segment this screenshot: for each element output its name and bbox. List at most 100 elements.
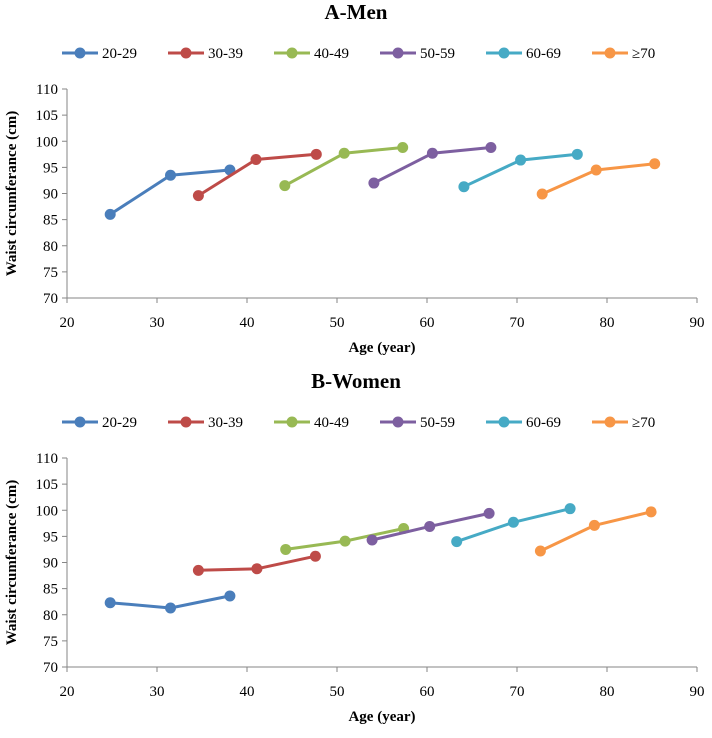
x-tick-label: 40	[240, 315, 255, 331]
data-point	[104, 208, 116, 220]
y-tick-label: 90	[43, 187, 58, 203]
y-tick-label: 105	[36, 477, 59, 493]
y-tick-label: 90	[43, 556, 58, 572]
legend-entry: 20-29	[62, 46, 137, 62]
data-point	[251, 563, 263, 575]
series-40-49	[280, 523, 410, 555]
legend-marker	[180, 47, 192, 59]
legend-marker	[498, 416, 510, 428]
x-tick-label: 80	[600, 315, 615, 331]
data-point	[165, 169, 176, 181]
data-point	[507, 516, 519, 528]
x-tick-label: 50	[330, 684, 345, 700]
x-axis-title: Age (year)	[348, 340, 415, 356]
x-tick-label: 70	[510, 684, 525, 700]
data-point	[165, 602, 176, 614]
y-axis-title: Waist circumferance (cm)	[4, 111, 20, 277]
chart-b-women: B-Women 20-29 30-39 40-49 50-59 60-69 ≥70 70 75 8…	[4, 369, 705, 725]
data-point	[368, 177, 380, 189]
x-tick-label: 70	[510, 315, 525, 331]
series-30-39	[192, 148, 322, 202]
series-50-59	[368, 142, 497, 189]
legend-marker	[74, 47, 86, 59]
data-point	[279, 180, 291, 192]
legend-entry: 30-39	[168, 46, 243, 62]
legend-entry: ≥70	[592, 415, 655, 431]
y-tick-label: 95	[43, 160, 58, 176]
data-point	[309, 550, 321, 562]
data-point	[192, 190, 204, 202]
data-point	[515, 154, 527, 166]
data-point	[424, 520, 436, 532]
y-tick-label: 70	[43, 660, 58, 676]
legend-label: 30-39	[208, 415, 243, 431]
y-tick-label: 85	[43, 213, 58, 229]
legend-marker	[392, 47, 404, 59]
data-point	[571, 148, 583, 160]
legend-entry: 20-29	[62, 415, 137, 431]
x-tick-label: 60	[420, 315, 435, 331]
x-tick-label: 20	[60, 315, 75, 331]
series-20-29	[104, 164, 236, 220]
legend-label: 50-59	[420, 415, 455, 431]
data-point	[250, 154, 262, 166]
legend-label: ≥70	[632, 415, 655, 431]
legend-marker	[286, 47, 298, 59]
chart-title: A-Men	[325, 0, 388, 24]
data-point	[485, 142, 497, 154]
data-point	[192, 564, 204, 576]
legend-entry: 60-69	[486, 46, 561, 62]
legend-entry: 60-69	[486, 415, 561, 431]
data-point	[645, 506, 657, 518]
series--70	[534, 506, 657, 557]
series-20-29	[104, 590, 236, 614]
legend-label: 40-49	[314, 46, 349, 62]
data-point	[104, 597, 116, 609]
y-tick-label: 75	[43, 265, 58, 281]
chart-a-men: A-Men 20-29 30-39 40-49 50-59 60-69 ≥70 70 75 80 8…	[4, 0, 705, 356]
data-point	[280, 543, 292, 555]
y-tick-label: 80	[43, 608, 58, 624]
series--70	[536, 158, 661, 200]
data-point	[339, 535, 351, 547]
y-tick-label: 100	[36, 134, 59, 150]
data-point	[397, 142, 409, 154]
legend-marker	[498, 47, 510, 59]
legend-label: 60-69	[526, 46, 561, 62]
x-tick-label: 80	[600, 684, 615, 700]
legend-marker	[392, 416, 404, 428]
legend-entry: 50-59	[380, 415, 455, 431]
data-point	[649, 158, 661, 170]
x-tick-label: 30	[150, 315, 165, 331]
legend-marker	[74, 416, 86, 428]
data-point	[483, 507, 495, 519]
series-30-39	[192, 550, 321, 576]
series-line	[539, 510, 652, 553]
legend-label: 20-29	[102, 46, 137, 62]
legend-entry: 40-49	[274, 46, 349, 62]
series-60-69	[458, 148, 583, 193]
data-point	[451, 536, 463, 548]
data-point	[458, 181, 470, 193]
y-tick-label: 70	[43, 291, 58, 307]
series-40-49	[279, 142, 409, 192]
legend-label: 50-59	[420, 46, 455, 62]
y-axis-title: Waist circumferance (cm)	[4, 480, 20, 646]
data-point	[310, 148, 322, 160]
data-point	[590, 164, 602, 176]
y-tick-label: 75	[43, 634, 58, 650]
legend-label: 40-49	[314, 415, 349, 431]
y-tick-label: 80	[43, 239, 58, 255]
legend-label: ≥70	[632, 46, 655, 62]
series-60-69	[451, 503, 576, 548]
x-tick-label: 90	[690, 315, 705, 331]
y-tick-label: 100	[36, 503, 59, 519]
legend-marker	[604, 416, 616, 428]
data-point	[534, 545, 546, 557]
legend-entry: 30-39	[168, 415, 243, 431]
legend-label: 20-29	[102, 415, 137, 431]
x-tick-label: 40	[240, 684, 255, 700]
data-point	[338, 147, 350, 159]
x-tick-label: 50	[330, 315, 345, 331]
